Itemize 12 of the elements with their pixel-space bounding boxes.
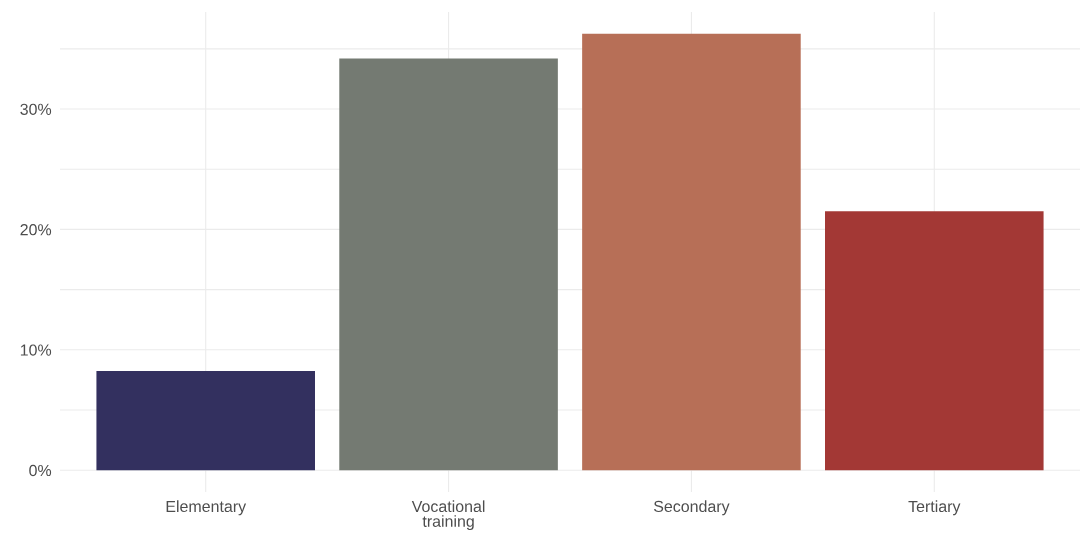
bar [96, 370, 315, 471]
y-tick-label: 20% [20, 224, 52, 236]
bar [582, 33, 801, 471]
bar [825, 211, 1044, 471]
y-tick-label: 30% [20, 103, 52, 115]
x-tick-label: Vocational training [411, 500, 485, 531]
bar [339, 58, 558, 471]
y-tick-label: 10% [20, 344, 52, 356]
y-tick-label: 0% [29, 464, 52, 477]
x-tick-label: Tertiary [908, 500, 961, 516]
x-tick-label: Secondary [653, 500, 730, 516]
x-tick-label: Elementary [166, 500, 247, 516]
